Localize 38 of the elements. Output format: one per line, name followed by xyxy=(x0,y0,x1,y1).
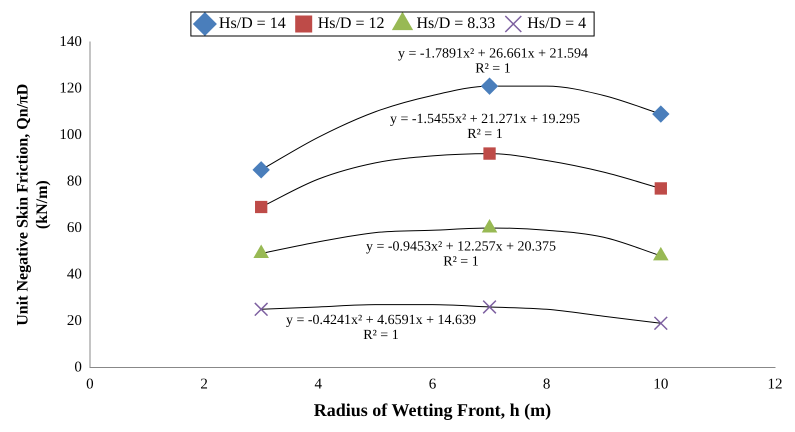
x-tick-label: 2 xyxy=(200,376,208,392)
annotation: R² = 1 xyxy=(475,61,511,76)
y-tick-label: 40 xyxy=(66,266,82,282)
point xyxy=(481,78,498,95)
point xyxy=(652,106,670,123)
x-tick-label: 4 xyxy=(314,376,323,392)
point xyxy=(254,302,268,316)
annotation: y = -0.4241x² + 4.6591x + 14.639 xyxy=(286,312,476,328)
point xyxy=(255,200,268,214)
annotation: R² = 1 xyxy=(467,126,503,142)
y-tick-label: 80 xyxy=(66,173,82,190)
y-tick-label: 20 xyxy=(66,312,82,329)
x-tick-label: 0 xyxy=(86,376,94,392)
annotation: R² = 1 xyxy=(443,254,479,270)
point xyxy=(252,161,270,178)
x-tick-label: 6 xyxy=(428,376,437,392)
point xyxy=(482,300,497,314)
y-tick-label: 140 xyxy=(59,34,82,50)
annotation: y = -1.7891x² + 26.661x + 21.594 xyxy=(398,46,588,62)
y-tick-label: 60 xyxy=(66,220,82,236)
point xyxy=(654,316,668,330)
y-tick-label: 0 xyxy=(74,359,82,376)
y-axis-title: Unit Negative Skin Friction, Qn/πD (kN/m) xyxy=(14,84,51,326)
legend-label: Hs/D = 14 xyxy=(218,15,286,32)
x-tick-label: 10 xyxy=(653,376,668,392)
y-tick-label: 120 xyxy=(59,80,82,96)
legend-label: Hs/D = 12 xyxy=(318,15,385,32)
legend-label: Hs/D = 4 xyxy=(527,15,586,32)
y-tick-label: 100 xyxy=(59,126,82,143)
x-axis-title: Radius of Wetting Front, h (m) xyxy=(314,400,552,420)
x-tick-label: 8 xyxy=(542,376,550,392)
point xyxy=(483,147,496,160)
x-tick-label: 12 xyxy=(768,376,782,392)
annotation: R² = 1 xyxy=(363,328,399,343)
point xyxy=(654,182,667,195)
legend-label: Hs/D = 8.33 xyxy=(416,15,496,32)
annotation: y = -1.5455x² + 21.271x + 19.295 xyxy=(390,112,580,127)
annotation: y = -0.9453x² + 12.257x + 20.375 xyxy=(366,239,556,254)
